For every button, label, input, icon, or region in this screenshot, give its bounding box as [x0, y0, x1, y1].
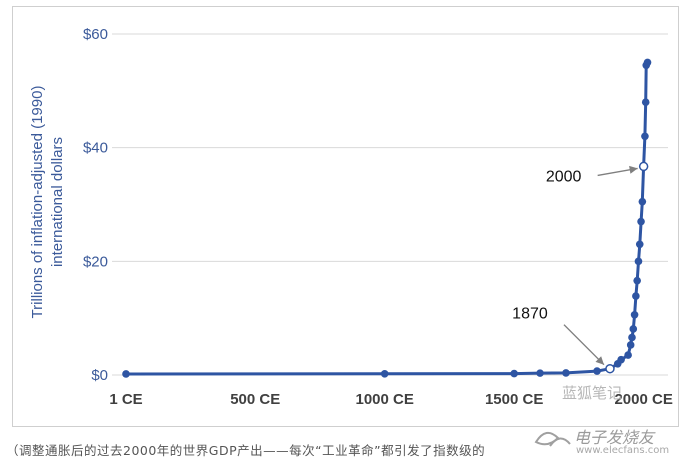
annotation-label: 1870 — [512, 306, 548, 323]
series-line — [125, 61, 649, 376]
data-point-highlighted — [638, 161, 649, 172]
data-point — [638, 197, 647, 206]
x-tick-label: 2000 CE — [614, 391, 672, 408]
series-gdp — [122, 58, 652, 378]
data-point — [593, 367, 601, 375]
y-axis-label-line1: Trillions of inflation-adjusted (1990) — [29, 86, 46, 319]
y-tick-label: $40 — [83, 140, 108, 157]
data-point — [626, 341, 635, 349]
data-point-highlighted — [605, 363, 615, 374]
y-axis-label: Trillions of inflation-adjusted (1990) i… — [29, 86, 66, 319]
x-tick-label: 500 CE — [230, 391, 280, 408]
data-point — [633, 276, 641, 285]
figure-caption: （调整通胀后的过去2000年的世界GDP产出——每次“工业革命”都引发了指数级的 — [6, 443, 486, 458]
x-tick-label: 1000 CE — [356, 391, 414, 408]
data-point — [630, 310, 639, 319]
data-point — [643, 58, 652, 67]
y-tick-label: $0 — [91, 367, 108, 384]
annotation-arrowhead — [595, 356, 604, 365]
data-point — [380, 370, 389, 378]
data-point — [635, 240, 644, 249]
gridlines — [112, 33, 668, 376]
data-point — [632, 292, 640, 300]
data-point — [641, 98, 650, 106]
data-point — [641, 132, 649, 141]
data-point — [536, 369, 544, 377]
data-point — [637, 217, 645, 226]
site-logo-text: 电子发烧友 — [574, 428, 655, 447]
data-point — [617, 355, 625, 364]
x-tick-label: 1500 CE — [485, 391, 543, 408]
annotation-arrowhead — [629, 165, 638, 174]
x-tick-label: 1 CE — [109, 391, 142, 408]
data-point — [629, 325, 638, 333]
site-logo-icon — [534, 431, 571, 447]
y-tick-label: $60 — [83, 26, 108, 43]
data-point — [562, 369, 570, 377]
annotations: 1870 2000 — [512, 165, 638, 366]
x-axis-ticks: 1 CE 500 CE 1000 CE 1500 CE 2000 CE — [109, 391, 673, 408]
data-point — [122, 370, 130, 378]
annotation-label: 2000 — [546, 168, 582, 185]
site-logo: 电子发烧友 www.elecfans.com — [530, 420, 680, 460]
data-point — [634, 257, 643, 266]
data-point — [510, 369, 518, 378]
site-logo-url: www.elecfans.com — [576, 445, 670, 456]
y-axis-ticks: $0 $20 $40 $60 — [83, 26, 108, 384]
y-tick-label: $20 — [83, 253, 108, 270]
watermark: 蓝狐笔记 — [562, 384, 623, 402]
annotation-arrow — [563, 324, 605, 366]
chart-frame — [12, 6, 679, 427]
data-point — [624, 351, 632, 359]
data-point — [628, 333, 636, 342]
y-axis-label-line2: international dollars — [49, 137, 66, 267]
